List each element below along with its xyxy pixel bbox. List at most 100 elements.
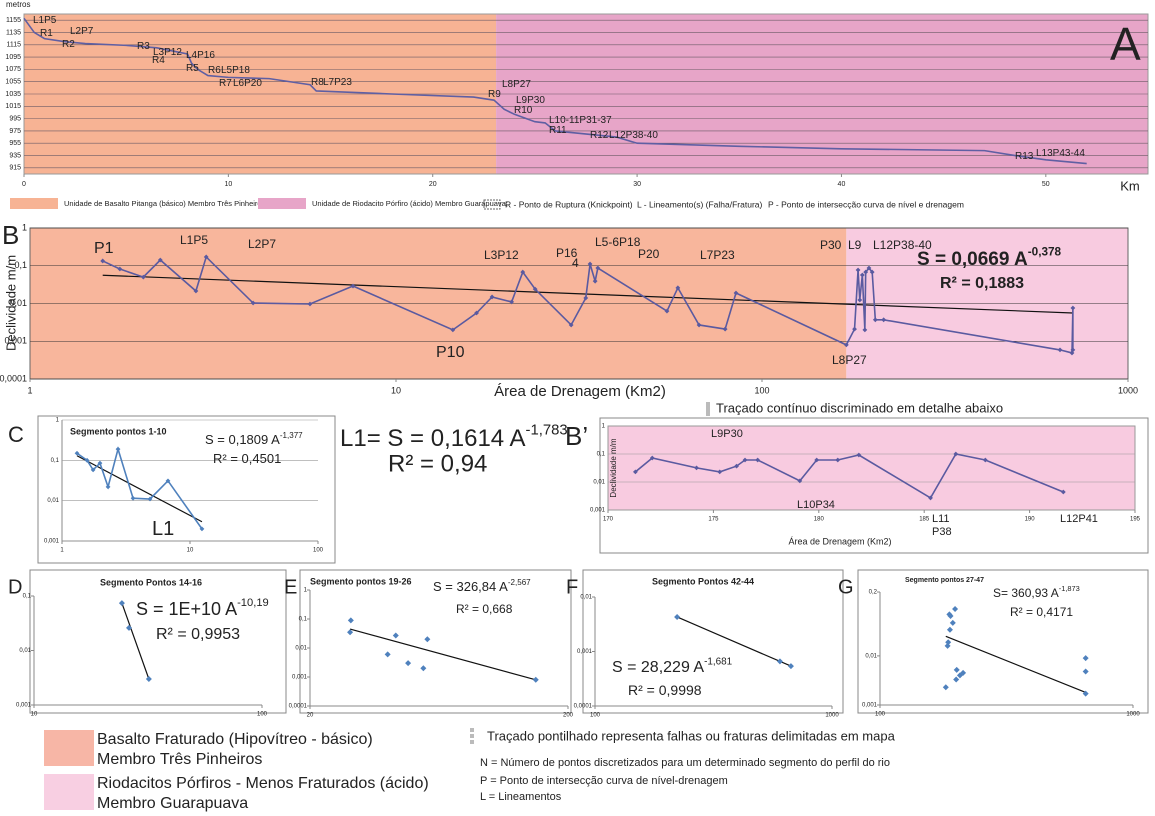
data-point (843, 342, 849, 348)
panel-letter: E (284, 576, 297, 598)
panel-title: Segmento pontos 1-10 (70, 426, 167, 436)
data-point (587, 261, 593, 267)
data-point (797, 478, 803, 484)
data-point (568, 322, 574, 328)
x-tick-label: 1 (60, 548, 64, 554)
note-bar (706, 402, 710, 416)
data-point (949, 619, 956, 626)
annotation-text: L5P18 (221, 65, 250, 76)
annotation-text: L6P20 (233, 78, 262, 89)
data-point (595, 265, 601, 271)
annotation-text: R12 (590, 130, 609, 141)
annotation: L8P27 (502, 79, 531, 90)
trend-line (102, 274, 1073, 314)
panel-title: Segmento Pontos 42-44 (652, 576, 754, 586)
annotation-text: R4 (152, 55, 165, 66)
data-point (881, 317, 887, 323)
annotation: S= 360,93 A-1,873 (993, 584, 1080, 600)
y-tick-label: 0,01 (865, 653, 877, 659)
annotation: S = 326,84 A-2,567 (433, 578, 531, 595)
data-point (147, 496, 153, 502)
annotation-text: L4P16 (186, 50, 215, 61)
annotation-text: R9 (488, 89, 501, 100)
data-point (592, 278, 598, 284)
y-axis-label: Declividade m/m (609, 438, 618, 497)
legend-swatch (44, 730, 94, 766)
annotation-text: L12P38-40 (609, 130, 658, 141)
data-point (350, 283, 356, 289)
legend-label: Riodacitos Pórfiros - Menos Fraturados (… (97, 775, 429, 792)
annotation-text: L9P30 (711, 428, 743, 440)
data-point (862, 327, 868, 333)
y-tick-label: 0,001 (862, 703, 878, 709)
region-legend-swatch (10, 198, 58, 209)
annotation: P30 (820, 238, 842, 252)
annotation-text: S= 360,93 A (993, 586, 1059, 600)
annotation-text: L7P23 (323, 77, 352, 88)
data-point (532, 676, 539, 683)
y-tick-label: 1055 (5, 79, 21, 86)
annotation: L11 (932, 513, 950, 525)
y-tick-label: 0,001 (292, 675, 308, 681)
annotation: 4 (572, 256, 579, 270)
panel-frame (299, 569, 572, 714)
y-tick-label: 0,001 (16, 703, 32, 709)
y-tick-label: 0,01 (295, 646, 307, 652)
x-axis-label: Km (1120, 178, 1140, 193)
y-tick-label: 0,001 (577, 649, 593, 655)
l1-fit-text: L1= S = 0,1614 A (340, 425, 526, 452)
y-axis-label: metros (6, 0, 30, 9)
annotation: R12 (590, 130, 609, 141)
x-tick-label: 0 (22, 181, 26, 188)
x-tick-label: 50 (1042, 181, 1050, 188)
annotation-text: R² = 0,4501 (213, 451, 281, 466)
annotation-text: S = 326,84 A (433, 579, 508, 594)
annotation: L8P27 (832, 353, 867, 367)
data-point (1069, 350, 1075, 356)
annotation-superscript: -0,378 (1028, 246, 1062, 259)
annotation: L7P23 (323, 77, 352, 88)
data-point (424, 636, 431, 643)
data-point (776, 658, 783, 665)
x-tick-label: 10 (224, 181, 232, 188)
panel-frame (582, 569, 844, 714)
annotation-text: S = 0,0669 A (917, 249, 1028, 270)
annotation: L12P38-40 (873, 238, 932, 252)
annotation-text: R5 (186, 63, 199, 74)
data-point (347, 617, 354, 624)
legend-note: L - Lineamento(s) (Falha/Fratura) (637, 199, 763, 209)
annotation: L1P5 (180, 233, 208, 247)
annotation-text: R2 (62, 39, 75, 50)
legend-note: R - Ponto de Ruptura (Knickpoint) (505, 199, 633, 209)
x-tick-label: 1 (27, 385, 32, 395)
x-axis-label: Área de Drenagem (Km2) (494, 383, 666, 400)
x-tick-label: 100 (875, 712, 886, 718)
annotation: R² = 0,9953 (156, 626, 240, 643)
x-tick-label: 20 (307, 713, 314, 719)
data-point (489, 294, 495, 300)
annotation: R7 (219, 78, 232, 89)
annotation-superscript: -10,19 (237, 597, 269, 609)
data-point (928, 495, 933, 501)
annotation: L10-11P31-37 (549, 115, 612, 126)
annotation: P10 (436, 344, 465, 361)
annotation: R² = 0,668 (456, 602, 513, 616)
x-tick-label: 30 (633, 181, 641, 188)
annotation: R² = 0,4501 (213, 451, 281, 466)
legend-symbol (483, 199, 501, 210)
x-tick-label: 175 (708, 517, 719, 523)
y-tick-label: 1075 (5, 66, 21, 73)
y-tick-label: 0,1 (51, 458, 60, 464)
region-legend-label: Unidade de Riodacito Pórfiro (ácido) Mem… (312, 199, 508, 208)
annotation-text: L10-11P31-37 (549, 115, 612, 126)
legend-note: N = Número de pontos discretizados para … (480, 757, 890, 769)
data-point (100, 258, 106, 264)
data-point (130, 495, 136, 501)
annotation-text: P30 (820, 238, 842, 252)
data-point (118, 600, 125, 607)
data-point (1082, 668, 1089, 675)
y-tick-label: 955 (9, 140, 21, 147)
y-tick-label: 975 (9, 128, 21, 135)
x-tick-label: 20 (429, 181, 437, 188)
